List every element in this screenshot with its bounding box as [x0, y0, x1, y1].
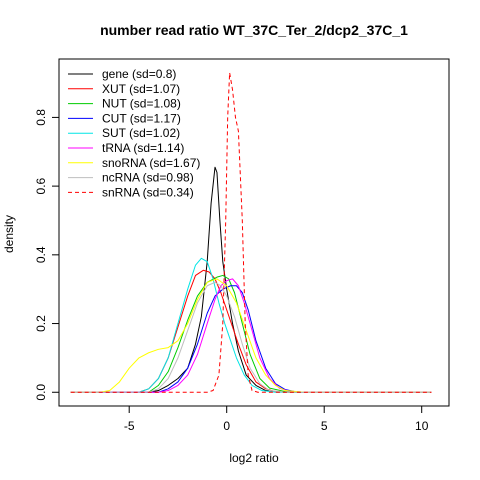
x-tick-label: -5 [124, 419, 135, 433]
series-line-0 [70, 166, 432, 393]
legend-label: snRNA (sd=0.34) [102, 185, 194, 199]
legend-label: gene (sd=0.8) [102, 67, 176, 81]
series-line-8 [70, 72, 432, 393]
legend-label: SUT (sd=1.02) [102, 126, 180, 140]
x-tick-label: 0 [223, 419, 230, 433]
legend-label: tRNA (sd=1.14) [102, 141, 184, 155]
y-axis-label: density [2, 215, 16, 253]
chart-title: number read ratio WT_37C_Ter_2/dcp2_37C_… [100, 22, 408, 38]
y-axis: 0.0 0.2 0.4 0.6 0.8 [34, 109, 60, 401]
x-tick-label: 5 [321, 419, 328, 433]
series-line-3 [70, 285, 432, 393]
series-line-2 [70, 274, 432, 393]
legend-label: ncRNA (sd=0.98) [102, 171, 194, 185]
legend-label: XUT (sd=1.07) [102, 82, 180, 96]
series-line-6 [70, 278, 432, 393]
y-tick-label: 0.2 [34, 315, 48, 332]
legend-label: snoRNA (sd=1.67) [102, 156, 200, 170]
legend: gene (sd=0.8)XUT (sd=1.07)NUT (sd=1.08)C… [68, 67, 200, 199]
series-lines [70, 72, 432, 393]
y-tick-label: 0.4 [34, 246, 48, 263]
y-tick-label: 0.8 [34, 109, 48, 126]
x-tick-label: 10 [415, 419, 429, 433]
legend-label: CUT (sd=1.17) [102, 111, 181, 125]
series-line-7 [70, 281, 432, 393]
x-axis: -5 0 5 10 [124, 405, 429, 433]
x-axis-label: log2 ratio [229, 451, 279, 465]
y-tick-label: 0.0 [34, 384, 48, 401]
y-tick-label: 0.6 [34, 177, 48, 194]
legend-label: NUT (sd=1.08) [102, 97, 181, 111]
